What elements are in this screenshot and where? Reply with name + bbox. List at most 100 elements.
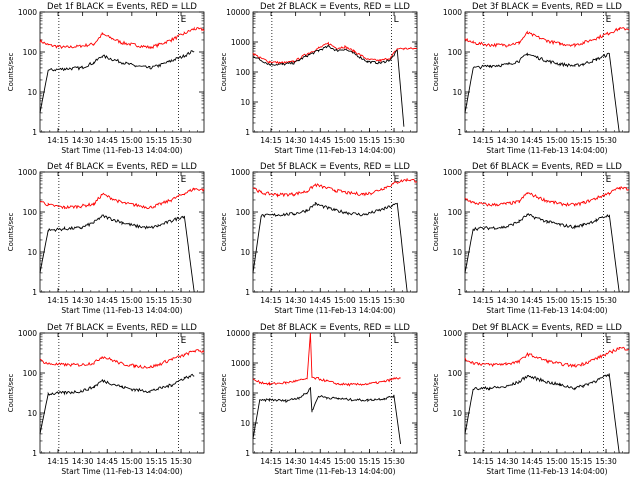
- y-tick-label: 1: [32, 288, 37, 297]
- x-tick-label: 14:15: [472, 136, 494, 145]
- y-tick-label: 1000: [231, 359, 250, 368]
- y-tick-label: 1: [457, 128, 462, 137]
- x-tick-label: 15:30: [595, 296, 617, 305]
- x-axis-label: Start Time (11-Feb-13 14:04:00): [274, 467, 395, 476]
- y-tick-label: 1000: [443, 168, 462, 177]
- x-tick-label: 14:30: [285, 136, 307, 145]
- x-tick-label: 15:15: [359, 457, 381, 466]
- y-axis-label: Counts/sec: [432, 213, 440, 252]
- lld-series-line: [252, 178, 418, 198]
- x-tick-label: 14:30: [285, 296, 307, 305]
- x-tick-label: 14:15: [472, 296, 494, 305]
- lld-series-line: [252, 41, 418, 65]
- events-series-line: [39, 373, 195, 434]
- panel-8: Det 8f BLACK = Events, RED = LLD 1 10 100 10…: [220, 323, 418, 476]
- y-tick-label: 1000: [443, 329, 462, 338]
- lld-series-line: [39, 349, 205, 369]
- x-tick-label: 14:45: [521, 136, 543, 145]
- x-axis-label: Start Time (11-Feb-13 14:04:00): [486, 306, 607, 315]
- y-tick-label: 1: [457, 288, 462, 297]
- x-axis-label: Start Time (11-Feb-13 14:04:00): [486, 146, 607, 155]
- y-axis-label: Counts/sec: [432, 374, 440, 413]
- x-tick-label: 14:45: [309, 296, 331, 305]
- x-tick-label: 15:30: [170, 296, 192, 305]
- x-axis-label: Start Time (11-Feb-13 14:04:00): [486, 467, 607, 476]
- y-axis-label: Counts/sec: [220, 374, 228, 413]
- panel-title: Det 5f BLACK = Events, RED = LLD: [260, 162, 410, 172]
- x-tick-label: 15:00: [546, 136, 568, 145]
- x-tick-label: 14:45: [309, 136, 331, 145]
- panel-9: Det 9f BLACK = Events, RED = LLD 1 10 100 10…: [432, 323, 630, 476]
- y-tick-label: 10: [452, 248, 462, 257]
- x-tick-label: 15:30: [170, 136, 192, 145]
- x-tick-label: 14:30: [72, 296, 94, 305]
- plot-frame: [464, 171, 630, 293]
- panel-3: Det 3f BLACK = Events, RED = LLD 1 10 100 10…: [432, 2, 630, 155]
- x-tick-label: 15:15: [146, 296, 168, 305]
- x-tick-label: 14:30: [497, 457, 519, 466]
- x-tick-label: 15:00: [334, 296, 356, 305]
- y-tick-label: 10: [452, 88, 462, 97]
- y-tick-label: 1000: [18, 329, 37, 338]
- panel-title: Det 8f BLACK = Events, RED = LLD: [260, 323, 410, 333]
- x-tick-label: 15:30: [383, 296, 405, 305]
- y-axis-label: Counts/sec: [220, 213, 228, 252]
- event-marker-letter: L: [394, 336, 399, 346]
- x-tick-label: 15:30: [170, 457, 192, 466]
- x-axis-label: Start Time (11-Feb-13 14:04:00): [274, 146, 395, 155]
- x-tick-label: 15:30: [595, 136, 617, 145]
- x-tick-label: 14:30: [497, 136, 519, 145]
- panel-7: Det 7f BLACK = Events, RED = LLD 1 10 100 10…: [7, 323, 205, 476]
- plot-frame: [252, 171, 418, 293]
- x-tick-label: 15:30: [383, 136, 405, 145]
- y-axis-label: Counts/sec: [7, 213, 15, 252]
- panel-title: Det 3f BLACK = Events, RED = LLD: [472, 2, 622, 12]
- event-marker-letter: E: [606, 15, 612, 25]
- x-tick-label: 14:15: [260, 296, 282, 305]
- x-tick-label: 14:15: [47, 296, 69, 305]
- y-tick-label: 10: [240, 248, 250, 257]
- x-tick-label: 15:00: [546, 296, 568, 305]
- y-tick-label: 100: [23, 48, 38, 57]
- y-tick-label: 100: [236, 68, 251, 77]
- y-axis-label: Counts/sec: [432, 53, 440, 92]
- panel-title: Det 6f BLACK = Events, RED = LLD: [472, 162, 622, 172]
- x-axis-label: Start Time (11-Feb-13 14:04:00): [61, 146, 182, 155]
- x-tick-label: 15:00: [121, 457, 143, 466]
- panel-title: Det 7f BLACK = Events, RED = LLD: [47, 323, 197, 333]
- panel-2: Det 2f BLACK = Events, RED = LLD 1 10 100 10…: [220, 2, 418, 155]
- y-tick-label: 100: [236, 389, 251, 398]
- lld-series-line: [252, 332, 401, 387]
- x-tick-label: 14:45: [96, 296, 118, 305]
- y-tick-label: 10: [240, 98, 250, 107]
- y-tick-label: 10: [27, 248, 37, 257]
- y-tick-label: 10000: [226, 8, 250, 17]
- x-tick-label: 15:15: [571, 457, 593, 466]
- x-tick-label: 14:15: [47, 136, 69, 145]
- events-series-line: [39, 50, 195, 113]
- events-series-line: [252, 387, 402, 445]
- y-tick-label: 1: [457, 449, 462, 458]
- x-tick-label: 14:30: [285, 457, 307, 466]
- x-tick-label: 14:15: [472, 457, 494, 466]
- x-tick-label: 14:45: [96, 136, 118, 145]
- y-axis-label: Counts/sec: [220, 53, 228, 92]
- x-tick-label: 14:30: [72, 136, 94, 145]
- y-tick-label: 100: [23, 369, 38, 378]
- panel-4: Det 4f BLACK = Events, RED = LLD 1 10 100 10…: [7, 162, 205, 315]
- y-tick-label: 1000: [443, 8, 462, 17]
- x-tick-label: 14:45: [521, 457, 543, 466]
- x-tick-label: 14:45: [309, 457, 331, 466]
- lld-series-line: [39, 26, 205, 50]
- event-marker-letter: E: [181, 336, 187, 346]
- x-tick-label: 15:00: [334, 136, 356, 145]
- y-axis-label: Counts/sec: [7, 53, 15, 92]
- y-tick-label: 1000: [231, 168, 250, 177]
- y-tick-label: 1: [32, 128, 37, 137]
- y-tick-label: 10000: [226, 329, 250, 338]
- y-tick-label: 1000: [231, 38, 250, 47]
- x-tick-label: 15:15: [359, 136, 381, 145]
- x-tick-label: 14:15: [260, 136, 282, 145]
- x-tick-label: 15:15: [571, 136, 593, 145]
